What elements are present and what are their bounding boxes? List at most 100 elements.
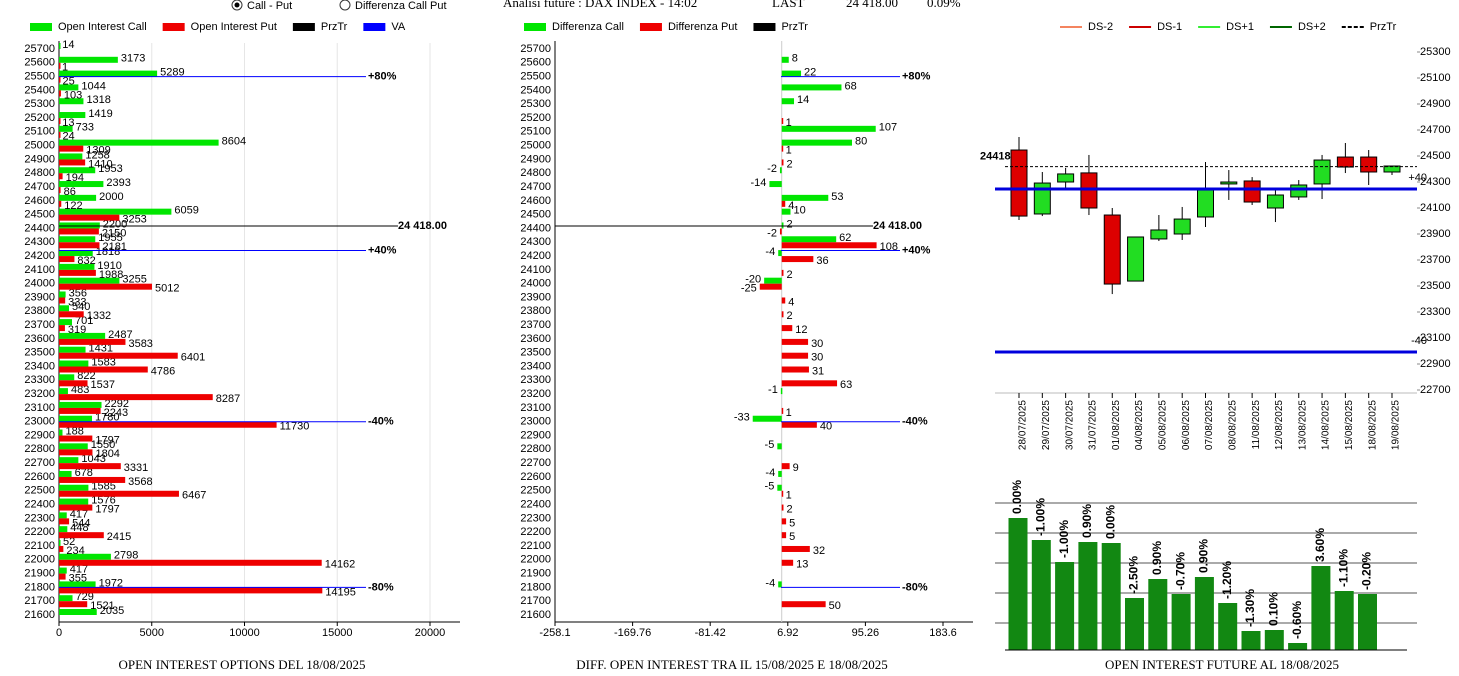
value-label: 2035 <box>100 605 124 617</box>
y-tick-label: 25100 <box>24 126 55 138</box>
y-tick-label: 25600 <box>24 57 55 69</box>
bar <box>59 181 104 188</box>
candle-body <box>1266 194 1284 209</box>
bar <box>59 388 68 395</box>
value-label: -25 <box>741 283 757 295</box>
x-tick-label: 15000 <box>322 627 353 639</box>
bar <box>781 490 784 497</box>
y-tick-label: 23500 <box>24 347 55 359</box>
bar <box>59 236 96 243</box>
radio-label[interactable]: Call - Put <box>247 0 292 12</box>
value-label: 1972 <box>99 577 123 589</box>
bar <box>59 84 79 91</box>
value-label: 13 <box>796 559 808 571</box>
y-tick-label: 22600 <box>24 471 55 483</box>
y-tick-label: 24400 <box>24 222 55 234</box>
bar <box>59 256 75 263</box>
bar <box>1171 594 1191 650</box>
candle-body <box>1197 189 1214 218</box>
y-tick-label: 24700 <box>520 181 551 193</box>
y-tick-label: 23700 <box>24 319 55 331</box>
value-label: 1258 <box>85 149 109 161</box>
x-tick-label: 13/08/2025 <box>1297 400 1308 450</box>
bar <box>781 208 791 215</box>
x-tick-label: 08/08/2025 <box>1227 400 1238 450</box>
bar <box>59 90 61 97</box>
y-tick-label: 23000 <box>24 416 55 428</box>
bar <box>1311 566 1331 650</box>
y-tick-label: 25700 <box>24 43 55 55</box>
bar <box>59 512 67 519</box>
bar <box>59 263 95 270</box>
bar <box>781 352 809 359</box>
legend-label: VA <box>391 21 406 33</box>
bar <box>59 167 96 174</box>
bar <box>59 429 63 436</box>
y-tick-label: 24700 <box>24 181 55 193</box>
bar <box>59 394 213 401</box>
value-label: 12 <box>795 324 807 336</box>
value-label: 4 <box>788 200 794 212</box>
bar <box>1358 594 1377 650</box>
value-label: 733 <box>76 122 94 134</box>
last-value: 24 418.00 <box>846 0 898 10</box>
radio-label[interactable]: Differenza Call Put <box>355 0 447 12</box>
radio[interactable] <box>339 0 351 11</box>
level-label: -40% <box>902 416 928 428</box>
y-tick-label: 25300 <box>1420 46 1451 58</box>
value-label: 417 <box>70 563 88 575</box>
bar <box>59 145 84 152</box>
y-tick-label: 22300 <box>24 512 55 524</box>
bar <box>1031 540 1051 650</box>
bar <box>59 70 158 77</box>
bar <box>59 380 88 387</box>
bar <box>59 305 70 312</box>
y-tick-label: 23700 <box>1420 254 1451 266</box>
bar-label: -0.20% <box>1360 552 1374 590</box>
y-tick-label: 24200 <box>520 250 551 262</box>
chart-title: DIFF. OPEN INTEREST TRA IL 15/08/2025 E … <box>576 657 887 672</box>
bar-label: 3.60% <box>1313 528 1327 562</box>
y-tick-label: 24300 <box>24 236 55 248</box>
bar <box>59 208 172 215</box>
y-tick-label: 24100 <box>520 264 551 276</box>
value-label: 1797 <box>95 434 119 446</box>
value-label: 2415 <box>107 531 131 543</box>
bar <box>59 76 61 83</box>
bar <box>781 56 789 63</box>
x-tick-label: -81.42 <box>695 627 726 639</box>
value-label: 2393 <box>106 177 130 189</box>
y-tick-label: 23800 <box>520 305 551 317</box>
value-label: 822 <box>77 370 95 382</box>
bar <box>59 118 61 125</box>
bar <box>59 435 93 442</box>
bar-label: 0.10% <box>1266 592 1280 626</box>
bar <box>781 236 837 243</box>
bar <box>59 545 64 552</box>
y-tick-label: 25000 <box>520 140 551 152</box>
y-tick-label: 24900 <box>520 153 551 165</box>
value-label: 1 <box>62 62 68 74</box>
bar <box>59 581 96 588</box>
y-tick-label: 23200 <box>520 388 551 400</box>
y-tick-label: 22100 <box>24 540 55 552</box>
bar <box>59 56 118 63</box>
value-label: 1576 <box>91 494 115 506</box>
y-tick-label: 23100 <box>24 402 55 414</box>
value-label: 24 <box>62 131 74 143</box>
bar <box>781 545 810 552</box>
legend-label: Open Interest Put <box>191 21 277 33</box>
y-tick-label: 22300 <box>520 512 551 524</box>
value-label: 1 <box>786 407 792 419</box>
legend-swatch <box>162 23 185 31</box>
y-tick-label: 23700 <box>520 319 551 331</box>
bar <box>752 415 782 422</box>
bar <box>59 250 93 257</box>
bar <box>780 388 783 395</box>
x-tick-label: 29/07/2025 <box>1041 400 1052 450</box>
x-tick-label: 11/08/2025 <box>1251 400 1262 450</box>
value-label: -4 <box>765 246 775 258</box>
value-label: 14195 <box>325 586 356 598</box>
candle-body <box>1010 149 1028 217</box>
level-label: -80% <box>902 581 928 593</box>
